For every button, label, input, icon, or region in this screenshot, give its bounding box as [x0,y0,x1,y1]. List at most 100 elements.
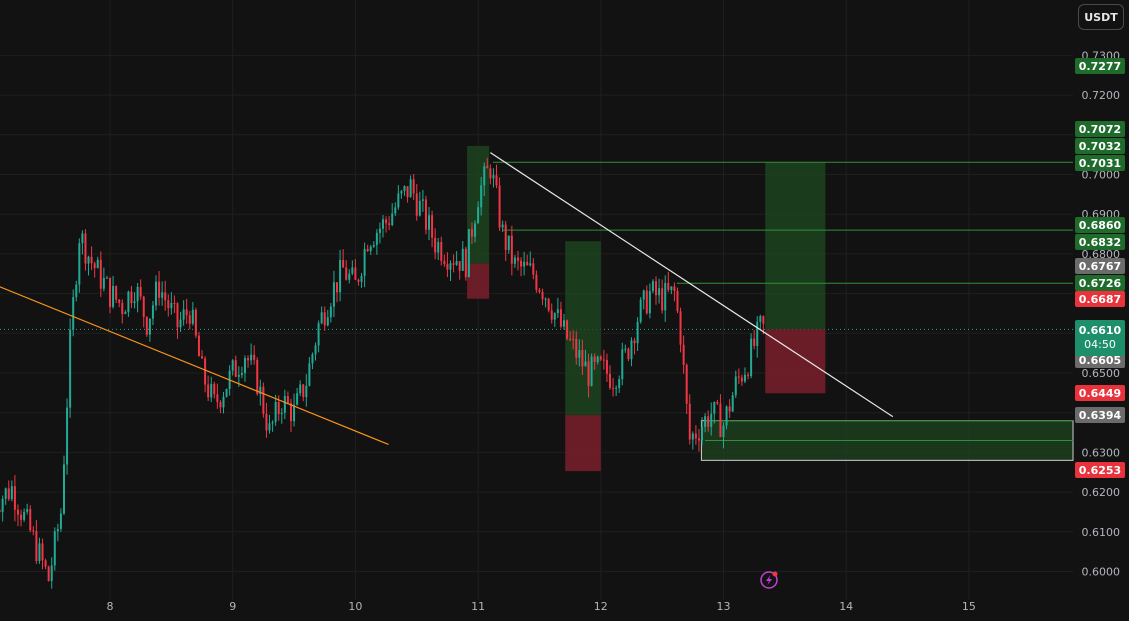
time-axis-label: 8 [107,600,114,613]
candle-body [7,488,10,500]
candle-body [455,261,458,265]
candle-body [311,354,314,364]
candle-body [59,513,62,529]
alert-icon[interactable] [760,571,778,589]
candle-body [559,309,562,327]
time-axis-label: 15 [962,600,976,613]
candle-body [575,339,578,358]
candle-body [99,259,102,289]
candle-body [710,413,713,427]
candle-body [541,291,544,300]
candle-body [676,291,679,312]
candle-body [280,412,283,414]
candle-body [639,299,642,322]
candle-body [176,303,179,328]
candle-body [516,257,519,261]
candle-body [605,360,608,374]
candle-body [253,354,256,360]
candle-body [762,316,765,324]
candle-body [382,219,385,229]
candle-body [452,263,455,265]
candle-body [691,433,694,440]
candle-body [10,486,13,500]
price-tag: 0.6860 [1075,217,1125,233]
candle-body [363,248,366,276]
candle-body [461,248,464,271]
candle-body [259,386,262,395]
candle-body [93,263,96,269]
candlestick-series [0,157,765,589]
candle-body [139,287,142,297]
price-axis[interactable]: 0.73000.72000.70000.69000.68000.65000.63… [1082,49,1121,578]
candle-body [658,288,661,296]
time-axis[interactable]: 8 9 10 11 12 13 14 15 [107,600,976,613]
candle-body [391,213,394,225]
candle-body [704,416,707,427]
candle-body [725,406,728,426]
candle-body [274,402,277,422]
candle-body [759,316,762,322]
candle-body [62,464,65,514]
candle-body [293,404,296,422]
candle-body [133,301,136,304]
currency-button[interactable]: USDT [1078,4,1124,30]
price-axis-label: 0.6300 [1082,446,1121,459]
candle-body [415,193,418,216]
profit-zone [765,162,826,330]
candle-body [679,311,682,345]
candle-body [526,261,529,266]
candle-body [492,175,495,179]
candle-body [719,403,722,438]
candle-body [504,224,507,250]
trendlines [0,152,894,446]
candle-body [332,282,335,307]
candle-body [424,199,427,230]
candle-body [731,395,734,412]
price-axis-label: 0.6200 [1082,486,1121,499]
candle-body [219,402,222,408]
candle-body [648,291,651,314]
candle-body [69,329,72,408]
candle-body [250,354,253,361]
price-axis-label: 0.6100 [1082,526,1121,539]
candle-body [584,361,587,367]
candle-body [124,312,127,315]
candle-body [136,287,139,302]
candle-body [197,335,200,357]
candle-body [26,509,29,512]
candle-body [354,267,357,280]
candle-body [556,309,559,314]
candle-body [29,509,32,531]
candle-body [237,374,240,377]
candle-body [486,166,489,169]
time-axis-label: 11 [471,600,485,613]
time-axis-label: 14 [839,600,853,613]
candle-body [615,387,618,389]
candle-body [737,376,740,378]
candle-body [510,235,513,264]
time-axis-label: 9 [229,600,236,613]
candle-body [102,277,105,289]
time-axis-label: 10 [348,600,362,613]
candle-body [366,248,369,252]
candle-body [753,338,756,346]
candle-body [743,374,746,382]
candle-body [185,309,188,316]
candle-body [357,279,360,282]
candle-body [38,543,41,562]
price-tag: 0.6832 [1075,234,1125,250]
candle-body [66,407,69,465]
candle-body [569,338,572,340]
candle-body [636,321,639,344]
price-axis-label: 0.6800 [1082,248,1121,261]
candle-body [201,356,204,359]
candle-body [222,396,225,408]
candle-body [513,257,516,264]
candle-body [182,309,185,320]
candle-body [590,356,593,386]
candle-body [609,373,612,388]
candle-body [409,179,412,198]
candle-body [53,531,56,566]
price-tag: 0.6449 [1075,385,1125,401]
